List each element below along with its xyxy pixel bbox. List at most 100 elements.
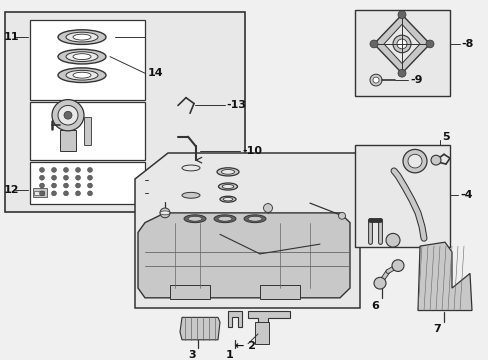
Circle shape <box>160 208 170 218</box>
Circle shape <box>430 155 440 165</box>
Text: -10: -10 <box>242 147 262 156</box>
Circle shape <box>263 204 272 212</box>
Circle shape <box>75 167 81 172</box>
Ellipse shape <box>66 52 98 62</box>
Ellipse shape <box>247 216 262 221</box>
Circle shape <box>396 39 406 49</box>
Circle shape <box>51 191 57 196</box>
Ellipse shape <box>182 192 200 198</box>
Circle shape <box>87 175 92 180</box>
Circle shape <box>51 175 57 180</box>
Ellipse shape <box>73 72 91 78</box>
Polygon shape <box>383 24 419 63</box>
Circle shape <box>392 35 410 53</box>
Circle shape <box>75 175 81 180</box>
Ellipse shape <box>58 49 106 64</box>
Ellipse shape <box>214 215 236 222</box>
Circle shape <box>52 100 84 131</box>
Ellipse shape <box>244 215 265 222</box>
Bar <box>182 168 200 195</box>
Polygon shape <box>138 213 349 298</box>
Text: 6: 6 <box>370 301 378 311</box>
Polygon shape <box>180 318 220 340</box>
Text: 7: 7 <box>432 324 440 334</box>
Text: 5: 5 <box>441 132 448 142</box>
Bar <box>354 144 449 247</box>
Circle shape <box>372 77 378 83</box>
Bar <box>354 10 449 96</box>
Circle shape <box>51 183 57 188</box>
Ellipse shape <box>218 216 231 221</box>
Circle shape <box>64 111 72 119</box>
Text: -9: -9 <box>409 75 422 85</box>
Ellipse shape <box>223 198 232 201</box>
Bar <box>254 322 268 344</box>
Bar <box>30 102 145 160</box>
Bar <box>33 189 47 197</box>
Circle shape <box>75 191 81 196</box>
Polygon shape <box>135 153 359 307</box>
Circle shape <box>385 233 399 247</box>
Circle shape <box>58 105 78 125</box>
Circle shape <box>40 191 44 196</box>
Circle shape <box>40 183 44 188</box>
Text: -13: -13 <box>225 100 245 111</box>
Circle shape <box>51 167 57 172</box>
Circle shape <box>373 277 385 289</box>
Circle shape <box>407 154 421 168</box>
Circle shape <box>87 167 92 172</box>
Bar <box>60 130 76 151</box>
Bar <box>84 117 91 144</box>
Circle shape <box>40 167 44 172</box>
Polygon shape <box>417 242 471 311</box>
Ellipse shape <box>58 30 106 44</box>
Ellipse shape <box>73 34 91 40</box>
Circle shape <box>397 11 405 19</box>
Circle shape <box>63 175 68 180</box>
Ellipse shape <box>220 196 236 202</box>
Text: -8: -8 <box>460 39 472 49</box>
Ellipse shape <box>66 70 98 80</box>
Polygon shape <box>227 311 242 327</box>
Ellipse shape <box>73 54 91 59</box>
Polygon shape <box>373 15 429 73</box>
Text: 14: 14 <box>148 68 163 78</box>
Text: 11: 11 <box>4 32 20 42</box>
Circle shape <box>391 260 403 271</box>
Circle shape <box>63 167 68 172</box>
Bar <box>5 12 244 212</box>
Text: -4: -4 <box>459 190 471 200</box>
Circle shape <box>75 183 81 188</box>
Bar <box>30 19 145 100</box>
Text: 3: 3 <box>188 350 195 360</box>
Ellipse shape <box>187 216 202 221</box>
Ellipse shape <box>183 215 205 222</box>
Circle shape <box>87 191 92 196</box>
Circle shape <box>402 149 426 173</box>
Circle shape <box>425 40 433 48</box>
Text: ← 2: ← 2 <box>235 341 256 351</box>
Circle shape <box>87 183 92 188</box>
Circle shape <box>338 212 345 219</box>
Text: 12: 12 <box>4 185 20 195</box>
Circle shape <box>40 175 44 180</box>
Bar <box>260 285 299 299</box>
Polygon shape <box>247 311 289 340</box>
Ellipse shape <box>58 68 106 82</box>
Ellipse shape <box>160 211 170 215</box>
Ellipse shape <box>218 183 237 190</box>
Circle shape <box>369 74 381 86</box>
Circle shape <box>397 69 405 77</box>
Ellipse shape <box>66 32 98 42</box>
Bar <box>30 162 145 204</box>
Text: 1: 1 <box>225 350 233 360</box>
Bar <box>34 192 44 195</box>
Ellipse shape <box>217 168 239 176</box>
Ellipse shape <box>182 165 200 171</box>
Ellipse shape <box>222 184 233 189</box>
Circle shape <box>63 191 68 196</box>
Bar <box>148 176 158 197</box>
Ellipse shape <box>221 170 234 174</box>
Bar <box>170 285 209 299</box>
Circle shape <box>63 183 68 188</box>
